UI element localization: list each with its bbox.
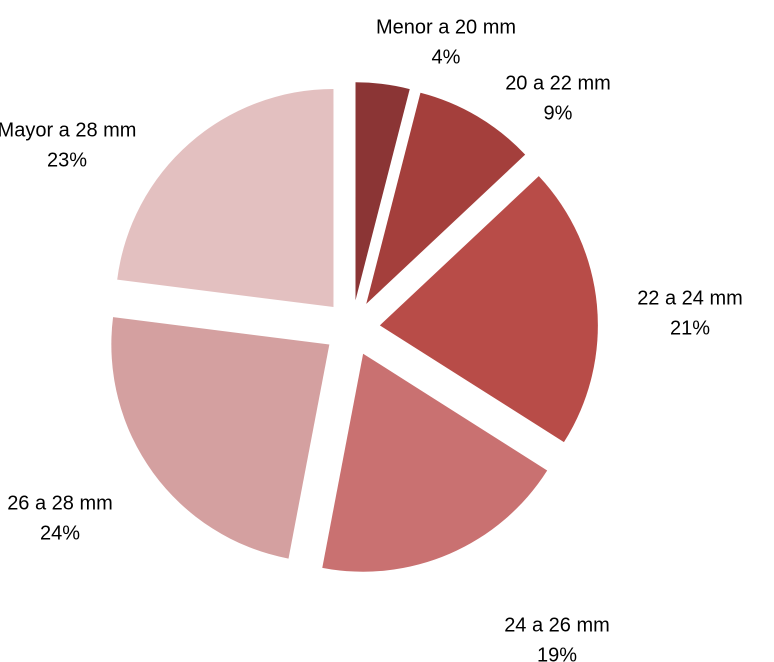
slice-label: 20 a 22 mm [505,72,611,94]
slice-value-label: 21% [670,317,710,339]
pie-slice [117,88,334,307]
pie-slice [111,317,330,559]
pie-slice [379,176,598,443]
pie-slice [355,82,410,301]
slice-label: Mayor a 28 mm [0,119,136,141]
slice-label: 24 a 26 mm [504,614,610,636]
slice-label: Menor a 20 mm [376,16,516,38]
slice-value-label: 9% [544,102,573,124]
slice-value-label: 24% [40,522,80,544]
slice-value-label: 23% [47,149,87,171]
pie-slice [366,92,526,304]
slice-label: 22 a 24 mm [637,287,743,309]
pie-slice [322,353,548,572]
slice-value-label: 19% [537,644,577,662]
slice-label: 26 a 28 mm [7,492,113,514]
slice-value-label: 4% [432,46,461,68]
